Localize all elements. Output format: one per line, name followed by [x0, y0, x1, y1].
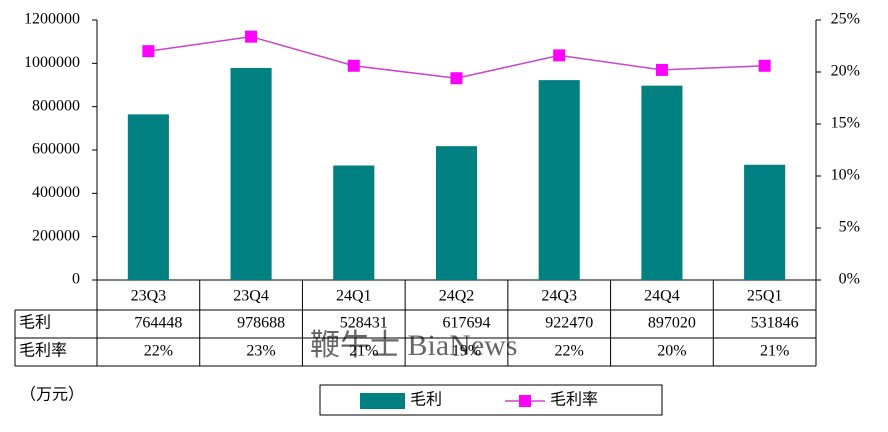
- bar: [744, 164, 786, 280]
- table-cell: 617694: [443, 315, 491, 332]
- legend-label: 毛利: [410, 391, 442, 409]
- line-marker: [142, 45, 155, 58]
- bar: [127, 114, 169, 280]
- y-tick-label: 0: [72, 271, 80, 288]
- x-tick-label: 24Q2: [439, 288, 475, 305]
- y2-tick-label: 25%: [831, 11, 860, 28]
- bar: [641, 85, 683, 281]
- legend-marker: [519, 395, 531, 407]
- table-cell: 21%: [349, 343, 378, 360]
- y-tick-label: 400000: [32, 184, 80, 201]
- bar: [538, 80, 580, 280]
- bar: [230, 67, 272, 281]
- y2-tick-label: 20%: [831, 63, 860, 80]
- table-cell: 19%: [452, 343, 481, 360]
- table-cell: 22%: [555, 343, 584, 360]
- x-tick-label: 24Q4: [644, 288, 680, 305]
- watermark: 鞭牛士 BiaNews: [310, 329, 517, 362]
- table-cell: 20%: [657, 343, 686, 360]
- x-tick-label: 24Q3: [541, 288, 577, 305]
- y-tick-label: 1200000: [24, 11, 80, 28]
- bar: [435, 146, 478, 280]
- table-cell: 764448: [134, 315, 182, 332]
- y-tick-label: 800000: [32, 97, 80, 114]
- x-tick-label: 23Q3: [131, 288, 167, 305]
- line-marker: [347, 59, 360, 72]
- y-axis-unit: （万元）: [20, 386, 84, 404]
- y-tick-label: 1000000: [24, 54, 80, 71]
- table-cell: 897020: [648, 315, 696, 332]
- table-row-label: 毛利: [19, 314, 51, 332]
- line-marker: [758, 59, 771, 72]
- table-cell: 528431: [340, 315, 388, 332]
- x-tick-label: 25Q1: [747, 288, 783, 305]
- x-tick-label: 24Q1: [336, 288, 372, 305]
- legend-box: [319, 384, 663, 416]
- table-row-label: 毛利率: [19, 342, 67, 360]
- y2-tick-label: 0%: [839, 271, 860, 288]
- table-cell: 21%: [760, 343, 789, 360]
- line-marker: [553, 49, 566, 62]
- y2-tick-label: 15%: [831, 115, 860, 132]
- table-cell: 23%: [246, 343, 275, 360]
- line-marker: [655, 63, 668, 76]
- y2-tick-label: 5%: [839, 219, 860, 236]
- table-cell: 922470: [545, 315, 593, 332]
- table-cell: 978688: [237, 315, 285, 332]
- line-marker: [245, 30, 258, 43]
- y-tick-label: 200000: [32, 227, 80, 244]
- x-tick-label: 23Q4: [233, 288, 269, 305]
- table-cell: 22%: [144, 343, 173, 360]
- bar: [333, 165, 375, 280]
- legend-swatch: [360, 393, 405, 409]
- line-marker: [450, 72, 463, 85]
- table-cell: 531846: [751, 315, 799, 332]
- legend-label: 毛利率: [550, 391, 598, 409]
- y2-tick-label: 10%: [831, 167, 860, 184]
- y-tick-label: 600000: [32, 141, 80, 158]
